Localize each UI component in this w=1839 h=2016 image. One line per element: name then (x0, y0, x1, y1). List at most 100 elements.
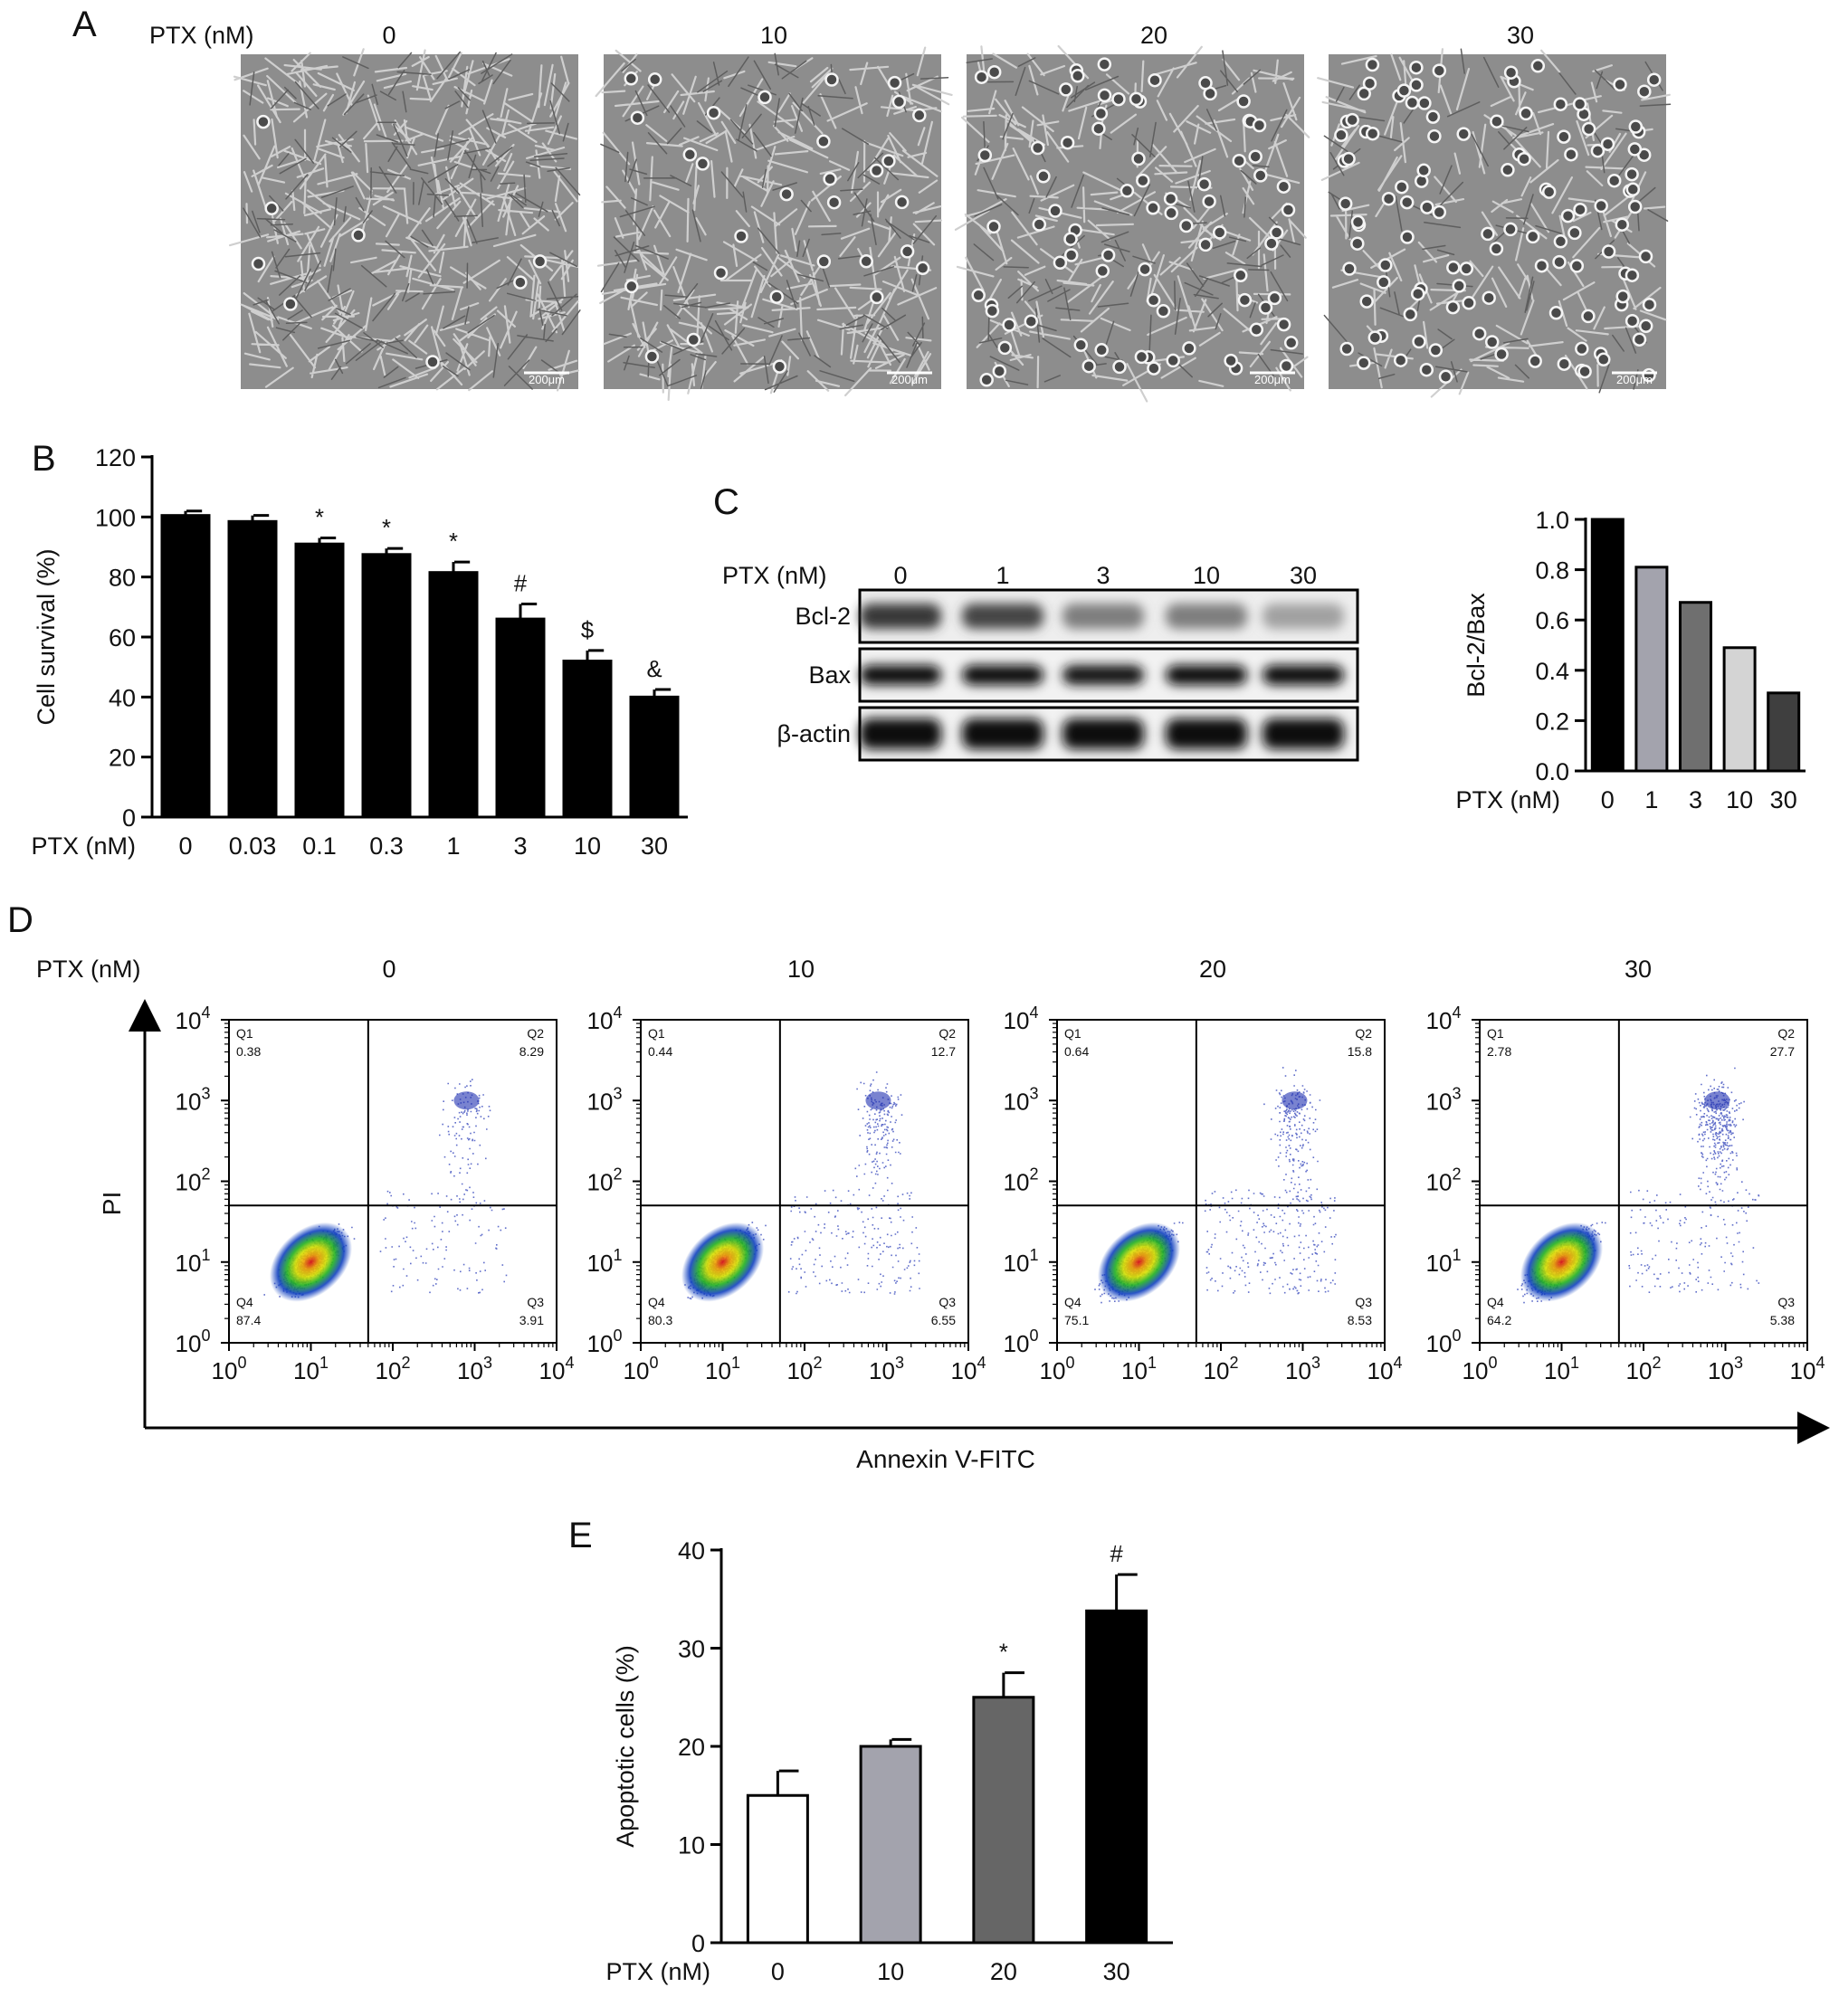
y-tick-label: 40 (678, 1537, 705, 1564)
round-cell (1073, 338, 1089, 353)
quadrant-value: 8.53 (1348, 1313, 1372, 1327)
quadrant-value: 3.91 (519, 1313, 544, 1327)
tick-exponent: 2 (1652, 1354, 1661, 1372)
round-cell (1503, 222, 1518, 237)
bar (1722, 646, 1757, 773)
tick-exponent: 0 (201, 1327, 210, 1345)
round-cell (1248, 149, 1263, 164)
round-cell (1129, 91, 1144, 107)
round-cell (1071, 69, 1085, 83)
round-cell (859, 254, 873, 269)
round-cell (1432, 63, 1447, 78)
round-cell (256, 114, 271, 129)
tick-exponent: 1 (1029, 1246, 1038, 1264)
blot-row-label: Bax (808, 661, 851, 689)
round-cell (974, 70, 989, 84)
q2-cluster (453, 1091, 480, 1110)
tick-exponent: 1 (613, 1246, 622, 1264)
round-cell (1472, 326, 1487, 341)
tick-exponent: 4 (1815, 1354, 1825, 1372)
bcl2-bax-bar-chart: 0.0 0.2 0.4 0.6 0.8 1.0 Bcl-2/Bax 0 1 3 10 30 PTX (n… (1455, 507, 1806, 813)
y-tick-label: 1.0 (1535, 507, 1569, 534)
round-cell (1400, 230, 1415, 244)
y-tick-label: 104 (1426, 1003, 1462, 1034)
x-tick-label: 10 (574, 832, 601, 860)
x-tick-label: 101 (1544, 1354, 1579, 1384)
round-cell (1615, 217, 1630, 232)
round-cell (1283, 336, 1299, 350)
x-tick-label: 101 (1121, 1354, 1157, 1384)
round-cell (1519, 106, 1533, 121)
round-cell (713, 265, 729, 281)
bar (1085, 1609, 1148, 1945)
round-cell (1377, 275, 1391, 290)
round-cell (1030, 140, 1045, 156)
round-cell (1093, 106, 1109, 121)
x-tick-label: 0 (771, 1958, 785, 1985)
round-cell (1425, 109, 1441, 124)
round-cell (682, 147, 698, 162)
density-hotspot (1520, 1222, 1604, 1302)
round-cell (1097, 88, 1112, 103)
quadrant-value: 15.8 (1348, 1044, 1372, 1059)
round-cell (1606, 173, 1622, 188)
round-cell (1032, 217, 1047, 232)
tick-exponent: 2 (813, 1354, 822, 1372)
round-cell (1350, 236, 1365, 251)
round-cell (1097, 57, 1112, 71)
quadrant-name: Q1 (1487, 1026, 1504, 1041)
blot-band (1263, 604, 1344, 629)
q2-cluster (1704, 1091, 1730, 1110)
tick-exponent: 4 (613, 1003, 622, 1022)
blot-band (1263, 665, 1344, 685)
round-cell (1541, 185, 1557, 199)
tick-exponent: 4 (977, 1354, 986, 1372)
round-cell (1573, 202, 1587, 217)
quadrant-value: 6.55 (931, 1313, 956, 1327)
x-tick-label: 100 (212, 1354, 247, 1384)
tick-exponent: 0 (1452, 1327, 1461, 1345)
x-tick-label: 101 (705, 1354, 740, 1384)
round-cell (1427, 128, 1442, 144)
round-cell (1094, 343, 1109, 357)
micrograph-row: 0 200μm 10 200μm 20 200μm 30 200μm (229, 22, 1672, 403)
x-tick-label: 102 (787, 1354, 823, 1384)
round-cell (1036, 169, 1051, 184)
panel-letter-b: B (32, 439, 56, 479)
significance-mark: * (449, 529, 458, 555)
round-cell (1357, 86, 1371, 101)
round-cell (1146, 201, 1160, 215)
panel-a-ptx-label: PTX (nM) (149, 22, 254, 49)
tick-exponent: 3 (1311, 1354, 1320, 1372)
y-tick-label: 60 (109, 624, 136, 651)
round-cell (1596, 352, 1611, 367)
round-cell (769, 290, 784, 304)
round-cell (1120, 184, 1135, 198)
round-cell (772, 359, 787, 374)
y-tick-label: 102 (587, 1165, 623, 1196)
x-tick-label: 20 (990, 1958, 1017, 1985)
round-cell (1403, 307, 1418, 322)
bar (1634, 566, 1669, 773)
tick-exponent: 3 (1029, 1084, 1038, 1102)
round-cell (1146, 293, 1161, 308)
bar (746, 1793, 809, 1945)
round-cell (1575, 341, 1589, 357)
y-tick-label: 120 (95, 444, 136, 471)
round-cell (1548, 306, 1564, 320)
round-cell (1482, 290, 1496, 305)
flow-plot-label: 0 (382, 956, 395, 983)
round-cell (1249, 322, 1264, 338)
quadrant-value: 12.7 (931, 1044, 956, 1059)
quadrant-value: 27.7 (1770, 1044, 1795, 1059)
round-cell (971, 288, 986, 303)
blot-band (860, 718, 941, 749)
q2-cluster (1282, 1091, 1308, 1110)
blot-band (1166, 665, 1247, 685)
micrograph-panel: 0 200μm (229, 22, 581, 392)
blot-band (962, 604, 1043, 629)
quadrant-name: Q4 (236, 1295, 253, 1309)
round-cell (1365, 126, 1380, 141)
density-hotspot (1097, 1222, 1181, 1302)
round-cell (1091, 121, 1106, 136)
